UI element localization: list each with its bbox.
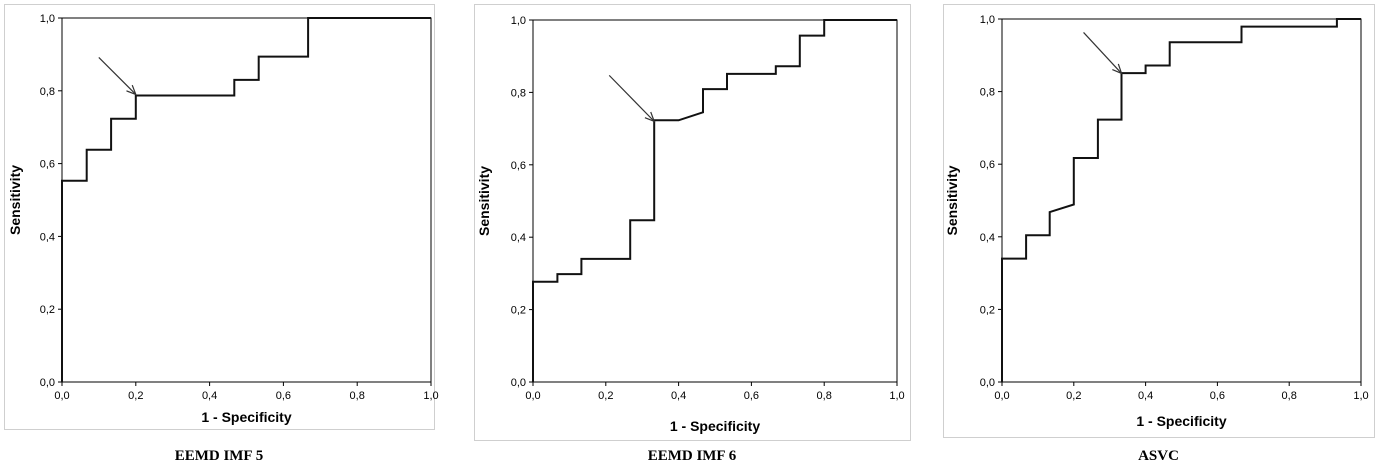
- chart-caption: ASVC: [1138, 448, 1179, 464]
- y-tick-label: 0,6: [40, 159, 55, 171]
- optimal-point-arrow: [608, 74, 655, 122]
- x-tick-label: 0,6: [276, 390, 291, 402]
- y-axis-label: Sensitivity: [7, 165, 23, 235]
- x-tick-label: 0,0: [525, 390, 540, 402]
- roc-chart-1: 0,0 0,2 0,4 0,6 0,8 1,0 0,0 0,2 0,4 0,6 0,8 1,0 1 - …: [4, 4, 439, 464]
- x-tick-label: 1,0: [423, 390, 438, 402]
- chart-frame: [474, 4, 911, 441]
- plot-area-border: [532, 19, 898, 383]
- chart-caption: EEMD IMF 5: [175, 448, 264, 464]
- x-tick-label: 0,4: [671, 390, 686, 402]
- x-tick-label: 0,8: [817, 390, 832, 402]
- y-tick-label: 0,6: [980, 159, 995, 171]
- roc-curve: [1001, 18, 1361, 382]
- y-axis-label: Sensitivity: [944, 165, 960, 235]
- y-tick-label: 0,8: [980, 87, 995, 99]
- y-axis-label: Sensitivity: [476, 166, 492, 236]
- optimal-point-arrow: [1083, 32, 1122, 74]
- roc-curve: [532, 19, 897, 382]
- y-tick-label: 0,2: [980, 304, 995, 316]
- y-tick-label: 1,0: [511, 15, 526, 27]
- arrowhead: [644, 111, 656, 123]
- x-tick-label: 0,2: [128, 390, 143, 402]
- y-tick-label: 0,2: [511, 305, 526, 317]
- optimal-point-arrow: [98, 57, 137, 95]
- y-tick-label: 0,6: [511, 160, 526, 172]
- x-tick-label: 1,0: [889, 390, 904, 402]
- y-tick-label: 0,0: [980, 377, 995, 389]
- y-tick-label: 0,0: [40, 377, 55, 389]
- y-tick-label: 0,8: [511, 87, 526, 99]
- x-tick-label: 0,4: [202, 390, 217, 402]
- x-axis-label: 1 - Specificity: [670, 418, 760, 434]
- y-tick-label: 0,4: [511, 232, 526, 244]
- y-tick-label: 0,4: [40, 231, 55, 243]
- x-axis-label: 1 - Specificity: [1136, 413, 1226, 429]
- y-tick-label: 0,2: [40, 304, 55, 316]
- x-tick-label: 0,8: [350, 390, 365, 402]
- x-tick-label: 0,2: [1066, 390, 1081, 402]
- arrowhead: [1112, 63, 1123, 75]
- x-tick-label: 1,0: [1353, 390, 1368, 402]
- x-tick-label: 0,6: [744, 390, 759, 402]
- plot-area-border: [1001, 18, 1362, 383]
- chart-caption: EEMD IMF 6: [648, 448, 737, 464]
- x-tick-label: 0,8: [1282, 390, 1297, 402]
- x-tick-label: 0,6: [1210, 390, 1225, 402]
- y-tick-label: 1,0: [980, 14, 995, 26]
- y-tick-label: 0,0: [511, 377, 526, 389]
- y-tick-label: 0,8: [40, 86, 55, 98]
- x-tick-label: 0,0: [994, 390, 1009, 402]
- y-tick-label: 1,0: [40, 13, 55, 25]
- x-tick-label: 0,0: [54, 390, 69, 402]
- x-tick-label: 0,4: [1138, 390, 1153, 402]
- y-tick-label: 0,4: [980, 232, 995, 244]
- chart-frame: [943, 4, 1375, 438]
- x-axis-label: 1 - Specificity: [201, 409, 291, 425]
- roc-curve: [61, 17, 431, 382]
- x-tick-label: 0,2: [598, 390, 613, 402]
- arrowhead: [126, 84, 137, 96]
- roc-chart-2: 0,0 0,2 0,4 0,6 0,8 1,0 0,0 0,2 0,4 0,6 0,8 1,0 1 - …: [474, 4, 911, 464]
- roc-chart-3: 0,0 0,2 0,4 0,6 0,8 1,0 0,0 0,2 0,4 0,6 0,8 1,0 1 - …: [943, 4, 1375, 464]
- chart-frame: [4, 4, 435, 430]
